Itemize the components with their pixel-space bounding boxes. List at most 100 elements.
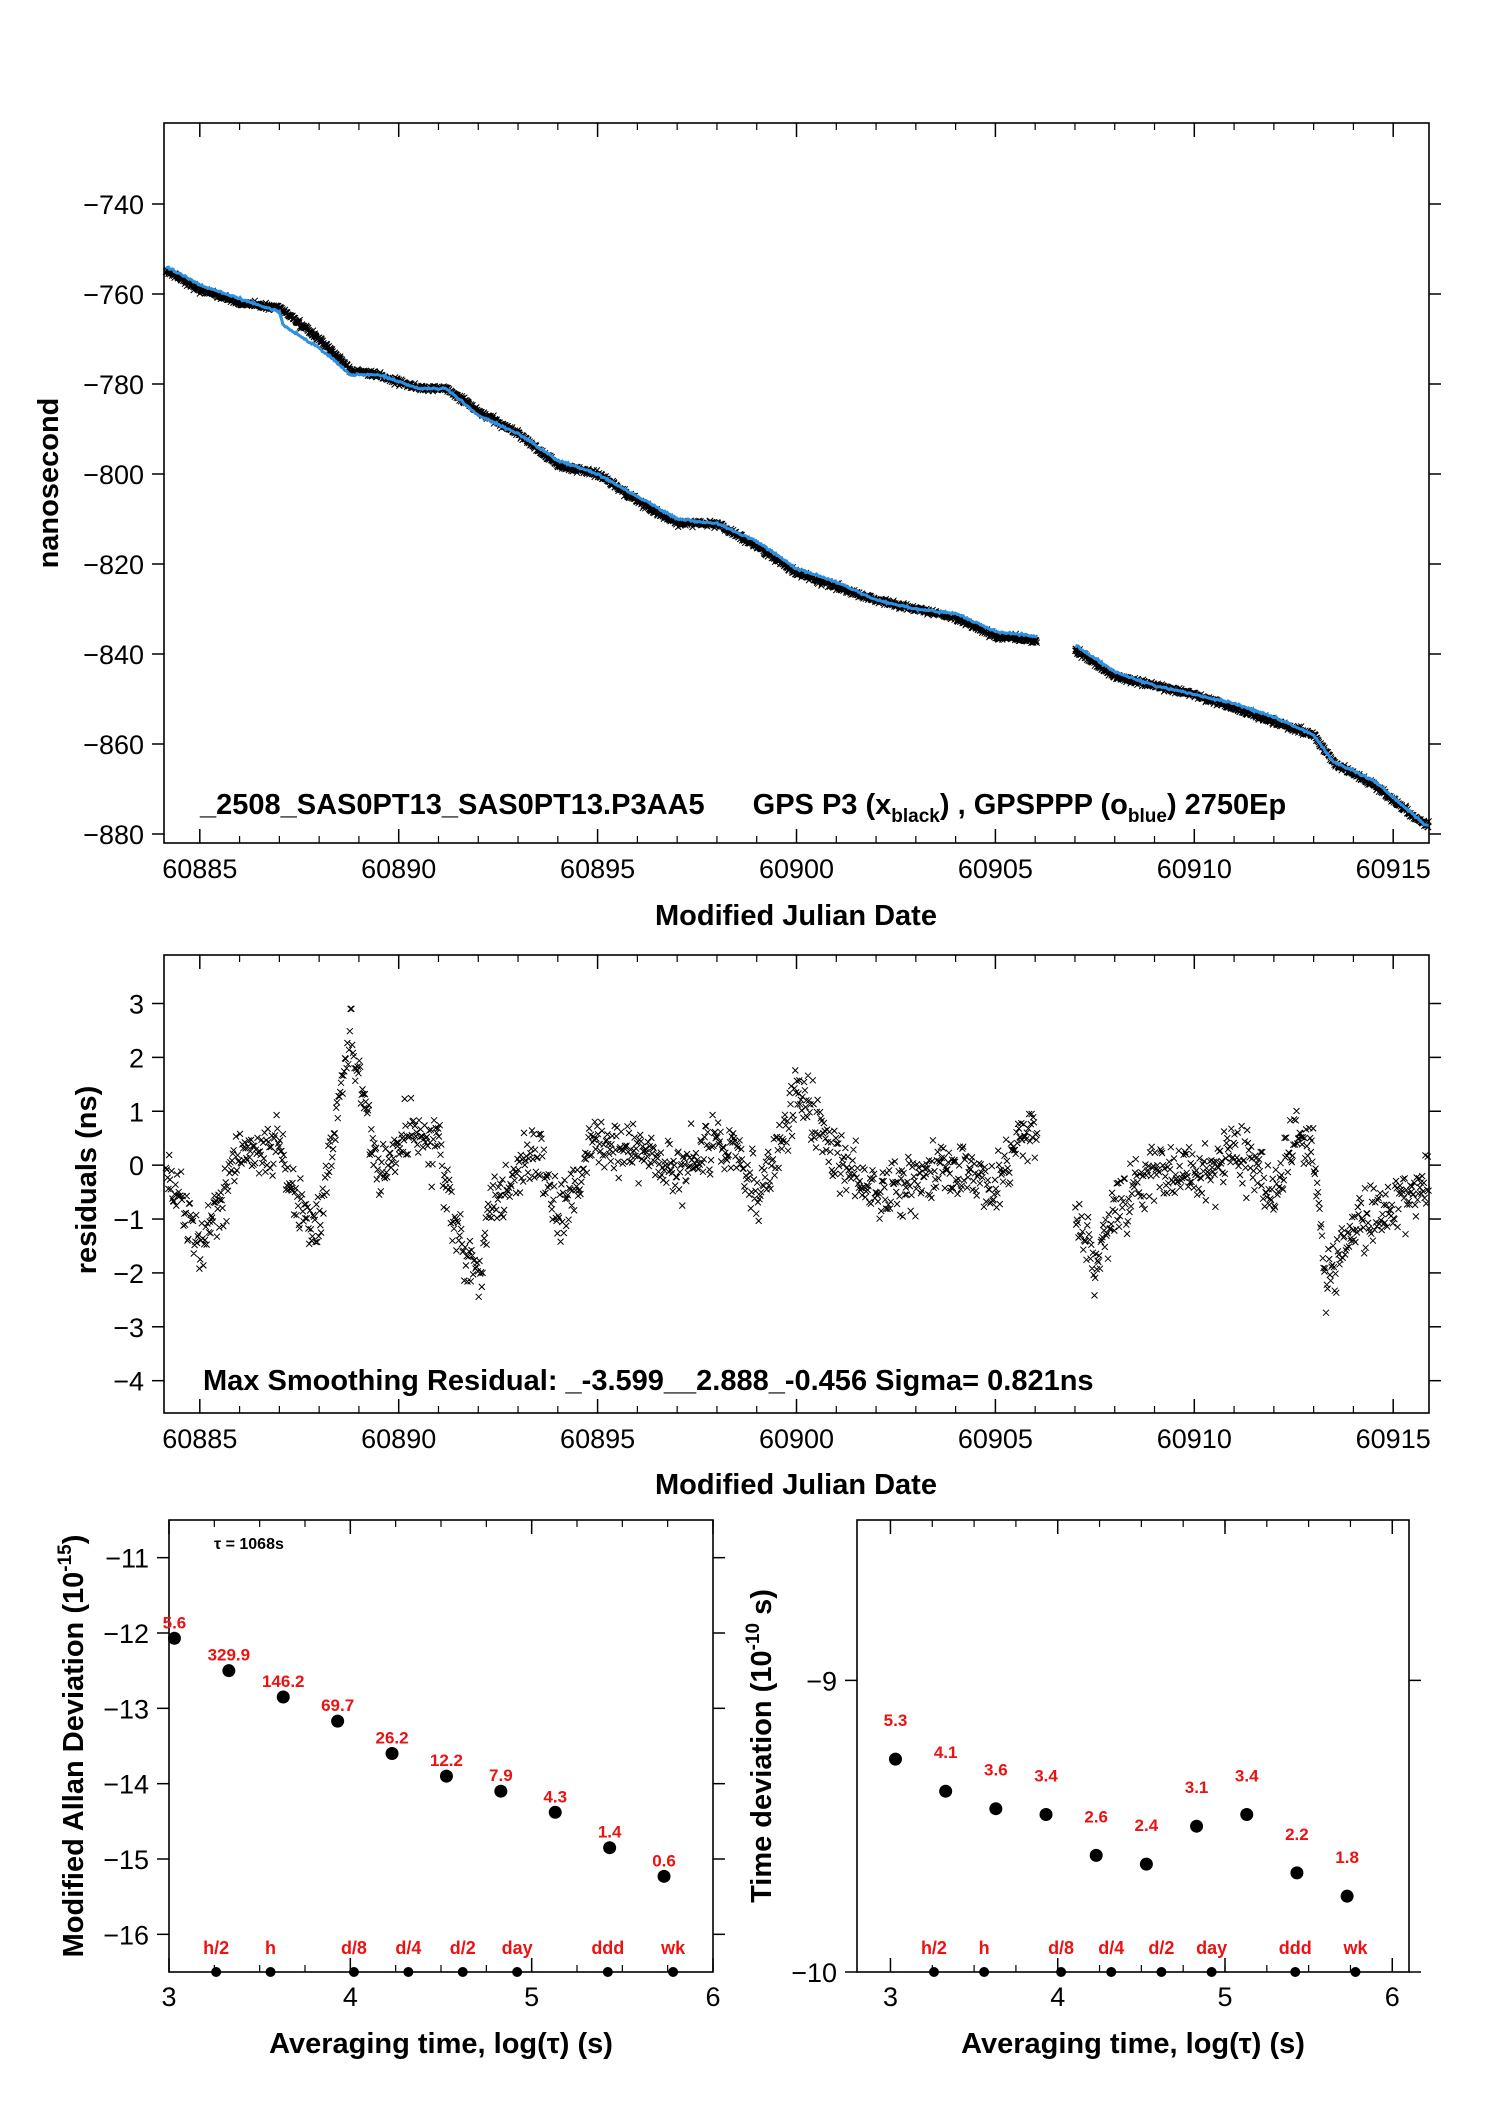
y-tick-label: −13 — [103, 1694, 149, 1724]
point-label: 4.3 — [543, 1787, 567, 1806]
y-tick-labels: 3 2 1 0 −1 −2 −3 −4 — [113, 989, 144, 1396]
y-tick-label: −11 — [105, 1544, 149, 1574]
interval-label: d/4 — [395, 1938, 421, 1958]
interval-dot — [211, 1967, 222, 1977]
interval-dot — [348, 1967, 359, 1977]
interval-markers: h/2 h d/8 d/4 d/2 day ddd wk — [921, 1938, 1368, 1977]
data-point — [548, 1805, 562, 1819]
y-tick-labels: −740 −760 −780 −800 −820 −840 −860 −880 — [83, 190, 144, 850]
epochs-label: ) 2750Ep — [1167, 789, 1286, 821]
gps-p3-points — [162, 266, 1432, 831]
y-tick-label: −840 — [83, 640, 144, 670]
data-point — [222, 1664, 236, 1678]
interval-label: h — [265, 1938, 276, 1958]
x-tick-label: 4 — [343, 1982, 358, 2012]
data-point — [1290, 1866, 1304, 1880]
y-tick-label: −760 — [83, 280, 144, 310]
ppp-subscript: blue — [1128, 806, 1167, 827]
y-tick-label: 0 — [129, 1151, 144, 1181]
gpsppp-series — [165, 265, 1429, 827]
x-tick-label: 3 — [883, 1982, 898, 2012]
axis-ticks — [152, 123, 1441, 843]
y-tick-label: 1 — [129, 1097, 144, 1127]
point-label: 329.9 — [208, 1646, 251, 1665]
y-tick-label: 2 — [129, 1043, 144, 1073]
point-label: 1.8 — [1335, 1848, 1359, 1867]
x-tick-label: 60900 — [759, 854, 834, 884]
x-tick-label: 60910 — [1157, 854, 1232, 884]
y-tick-label: −740 — [83, 190, 144, 220]
interval-label: day — [1196, 1938, 1227, 1958]
data-point — [439, 1769, 453, 1783]
data-point — [385, 1747, 399, 1761]
residual-series — [162, 1005, 1432, 1317]
x-tick-label: 60890 — [361, 854, 436, 884]
x-tick-label: 60915 — [1356, 854, 1431, 884]
data-point — [1139, 1857, 1153, 1871]
axis-ticks — [152, 955, 1441, 1413]
point-label: 5.3 — [884, 1711, 908, 1730]
interval-label: d/2 — [450, 1938, 476, 1958]
interval-dot — [512, 1967, 523, 1977]
x-tick-label: 60895 — [560, 854, 635, 884]
data-point — [331, 1714, 345, 1728]
data-point — [1039, 1808, 1053, 1822]
x-tick-label: 6 — [1385, 1982, 1400, 2012]
data-point — [657, 1869, 671, 1883]
y-tick-label: −15 — [103, 1845, 149, 1875]
plot-frame — [163, 122, 1430, 844]
y-tick-label: −16 — [103, 1920, 149, 1950]
point-label: 0.6 — [652, 1851, 676, 1870]
y-tick-label: −820 — [83, 550, 144, 580]
point-label: 3.4 — [1034, 1767, 1058, 1786]
interval-label: ddd — [591, 1938, 624, 1958]
point-label: 12.2 — [430, 1751, 463, 1770]
point-label: 2.4 — [1135, 1816, 1159, 1835]
point-label: 4.1 — [934, 1743, 958, 1762]
x-tick-labels: 3 4 5 6 — [161, 1982, 720, 2012]
x-tick-label: 60910 — [1157, 1424, 1232, 1454]
interval-label: d/8 — [341, 1938, 367, 1958]
phase-comparison-chart: 60885 60890 60895 60900 60905 60910 60915 −740… — [33, 122, 1441, 932]
interval-label: h/2 — [921, 1938, 947, 1958]
y-axis-title: residuals (ns) — [71, 1086, 103, 1275]
x-tick-label: 4 — [1050, 1982, 1065, 2012]
x-tick-label: 60900 — [759, 1424, 834, 1454]
axis-ticks — [845, 1520, 1421, 1973]
interval-label: wk — [1342, 1938, 1368, 1958]
x-axis-title: Averaging time, log(τ) (s) — [961, 2028, 1305, 2060]
allan-deviation-series: 5.6 329.9 146.2 69.7 26.2 12.2 7.9 4.3 1.4 0.6 — [163, 1613, 676, 1883]
axis-ticks — [157, 1520, 725, 1972]
interval-dot — [1206, 1967, 1217, 1977]
x-tick-label: 60885 — [162, 854, 237, 884]
y-axis-title: Time deviation (10-10 s) — [743, 1589, 778, 1903]
x-tick-label: 60905 — [958, 1424, 1033, 1454]
interval-dot — [403, 1967, 414, 1977]
y-tick-label: −3 — [113, 1313, 144, 1343]
y-tick-label: −1 — [113, 1205, 144, 1235]
interval-label: day — [502, 1938, 533, 1958]
y-axis-title: nanosecond — [33, 398, 65, 569]
interval-dot — [1290, 1967, 1301, 1977]
gps-label: GPS P3 (x — [753, 789, 892, 821]
interval-dot — [457, 1967, 468, 1977]
interval-markers: h/2 h d/8 d/4 d/2 day ddd wk — [203, 1938, 686, 1977]
residual-points — [162, 1005, 1432, 1317]
y-tick-label: −9 — [806, 1666, 837, 1696]
residual-annotation: Max Smoothing Residual: _-3.599__2.888_-… — [203, 1365, 1094, 1397]
data-point — [1089, 1848, 1103, 1862]
y-tick-label: 3 — [129, 989, 144, 1019]
point-label: 3.6 — [984, 1761, 1008, 1780]
x-axis-title: Modified Julian Date — [655, 1469, 937, 1501]
x-tick-label: 6 — [705, 1982, 720, 2012]
y-axis-title: Modified Allan Deviation (10-15) — [55, 1535, 90, 1958]
point-label: 146.2 — [262, 1672, 305, 1691]
x-axis-title: Averaging time, log(τ) (s) — [269, 2028, 613, 2060]
legend-annotation: _2508_SAS0PT13_SAS0PT13.P3AA5 GPS P3 (xb… — [199, 789, 1286, 827]
y-tick-label: −780 — [83, 370, 144, 400]
x-tick-labels: 3 4 5 6 — [883, 1982, 1400, 2012]
gpsppp-trace — [165, 265, 1429, 827]
interval-dot — [1056, 1967, 1067, 1977]
interval-label: h/2 — [203, 1938, 229, 1958]
y-tick-label: −4 — [113, 1367, 144, 1397]
